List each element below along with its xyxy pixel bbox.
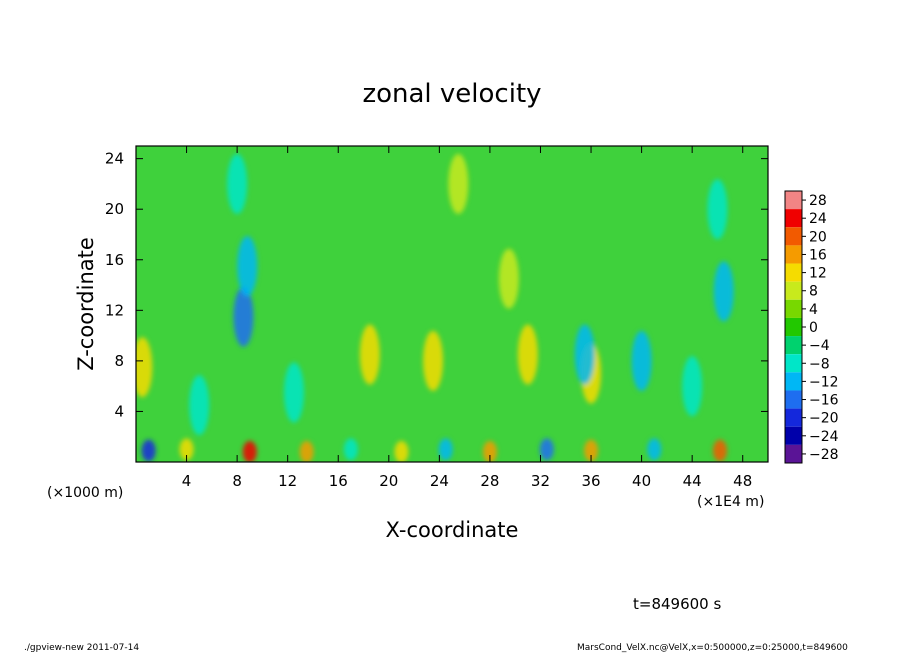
- heatmap-cell-23: [438, 438, 453, 461]
- heatmap-cell-24: [343, 438, 358, 461]
- colorbar-label: −28: [809, 447, 839, 463]
- heatmap-cell-27: [284, 362, 304, 423]
- heatmap-cell-11: [136, 337, 153, 398]
- heatmap-cell-21: [584, 439, 599, 462]
- colorbar-label: −16: [809, 393, 839, 409]
- heatmap-cell-7: [707, 179, 728, 240]
- colorbar-label: 12: [809, 266, 827, 282]
- heatmap-cell-28: [189, 375, 210, 436]
- y-tick-label: 16: [105, 251, 124, 269]
- heatmap-cell-22: [394, 440, 409, 462]
- x-tick-label: 48: [733, 472, 752, 490]
- heatmap-cell-9: [448, 153, 469, 214]
- heatmap-cell-25: [647, 438, 662, 461]
- colorbar-swatch: [785, 299, 802, 318]
- colorbar-label: −24: [809, 429, 839, 445]
- y-tick-label: 4: [114, 402, 124, 420]
- x-tick-label: 4: [182, 472, 192, 490]
- heatmap-cell-13: [423, 330, 444, 391]
- colorbar-swatch: [785, 245, 802, 264]
- y-tick-label: 20: [105, 200, 124, 218]
- colorbar-label: 28: [809, 193, 827, 209]
- x-unit-left: (×1000 m): [47, 485, 123, 501]
- heatmap-cell-10: [498, 248, 519, 309]
- y-tick-label: 24: [105, 150, 124, 168]
- heatmap-cell-1: [712, 439, 727, 462]
- colorbar-label: −8: [809, 356, 830, 372]
- colorbar-label: 20: [809, 229, 827, 245]
- x-unit-right: (×1E4 m): [697, 494, 764, 510]
- x-axis: 4 8 12 16 20 24 28 32 36 40 44 48: [182, 146, 752, 490]
- time-label: t=849600 s: [633, 595, 721, 613]
- colorbar-swatch: [785, 227, 802, 246]
- y-axis: 4 8 12 16 20 24: [105, 150, 768, 420]
- colorbar-swatch: [785, 426, 802, 445]
- colorbar-swatch: [785, 191, 802, 210]
- heatmap-cell-26: [179, 438, 194, 461]
- heatmap-cell-0: [242, 440, 257, 462]
- y-axis-label: Z-coordinate: [74, 237, 98, 371]
- heatmap-cell-20: [482, 440, 497, 462]
- x-tick-label: 20: [379, 472, 398, 490]
- x-tick-label: 44: [683, 472, 702, 490]
- colorbar-swatch: [785, 263, 802, 282]
- chart-title: zonal velocity: [362, 79, 541, 109]
- heatmap-cell-5: [237, 236, 258, 297]
- heatmap-cell-3: [539, 438, 554, 461]
- colorbar-swatch: [785, 209, 802, 228]
- heatmap-cell-2: [141, 439, 156, 462]
- heatmap-cell-12: [359, 324, 380, 385]
- colorbar-label: 24: [809, 211, 827, 227]
- x-tick-label: 28: [480, 472, 499, 490]
- colorbar-swatch: [785, 317, 802, 337]
- heatmap-field: [136, 146, 768, 462]
- colorbar-label: 4: [809, 302, 818, 318]
- heatmap-cell-4: [233, 286, 254, 347]
- colorbar-label: −12: [809, 374, 839, 390]
- heatmap-cell-16: [631, 330, 652, 391]
- footer-left: ./gpview-new 2011-07-14: [24, 643, 139, 653]
- colorbar-swatch: [785, 336, 802, 355]
- colorbar-swatch: [785, 372, 802, 391]
- colorbar: 28 24 20 16 12 8 4 0 −4 −8 −12 −16 −20 −24 −28: [784, 190, 839, 464]
- heatmap-cell-17: [574, 324, 595, 385]
- heatmap-cell-18: [682, 356, 703, 417]
- heatmap-cell-19: [299, 440, 314, 462]
- y-tick-label: 8: [114, 352, 124, 370]
- colorbar-label: 16: [809, 247, 827, 263]
- plot-frame: [135, 145, 769, 463]
- x-tick-label: 32: [531, 472, 550, 490]
- y-tick-label: 12: [105, 301, 124, 319]
- colorbar-label: 0: [809, 320, 818, 336]
- x-tick-label: 8: [232, 472, 242, 490]
- heatmap-cell-6: [713, 261, 734, 322]
- colorbar-swatch: [785, 444, 802, 463]
- colorbar-swatch: [785, 390, 802, 409]
- colorbar-label: −4: [809, 338, 830, 354]
- x-tick-label: 36: [581, 472, 600, 490]
- colorbar-swatch: [785, 408, 802, 427]
- colorbar-label: −20: [809, 411, 839, 427]
- heatmap-cell-14: [517, 324, 538, 385]
- x-tick-label: 16: [329, 472, 348, 490]
- colorbar-label: 8: [809, 284, 818, 300]
- x-tick-label: 40: [632, 472, 651, 490]
- footer-right: MarsCond_VelX.nc@VelX,x=0:500000,z=0:250…: [577, 643, 848, 653]
- colorbar-swatch: [785, 281, 802, 300]
- colorbar-swatch: [785, 354, 802, 373]
- x-tick-label: 24: [430, 472, 449, 490]
- x-tick-label: 12: [278, 472, 297, 490]
- x-axis-label: X-coordinate: [386, 518, 519, 542]
- heatmap-cell-8: [227, 153, 248, 214]
